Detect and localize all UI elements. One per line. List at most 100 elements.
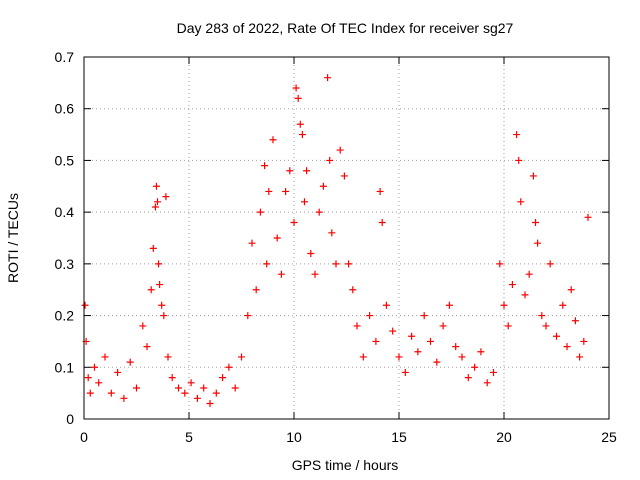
data-point — [149, 244, 157, 252]
data-point — [231, 384, 239, 392]
data-point — [546, 260, 554, 268]
data-point — [359, 353, 367, 361]
data-point — [133, 384, 140, 392]
data-point — [265, 187, 273, 195]
data-point — [496, 260, 504, 268]
data-point — [175, 384, 182, 392]
data-point — [521, 291, 529, 299]
data-point — [107, 389, 115, 397]
data-point — [353, 322, 361, 330]
data-point — [420, 312, 428, 320]
data-point — [401, 368, 409, 376]
data-point — [158, 301, 166, 309]
data-point — [542, 322, 550, 330]
data-point — [244, 312, 252, 320]
data-point — [559, 301, 567, 309]
data-point — [238, 353, 245, 361]
data-point — [164, 353, 172, 361]
data-point — [508, 281, 516, 289]
data-point — [277, 270, 285, 278]
y-axis: 0 0.1 0.2 0.3 0.4 0.5 0.6 0.7 — [55, 49, 609, 427]
data-point — [143, 343, 151, 351]
data-point — [261, 162, 269, 170]
data-point — [366, 312, 374, 320]
data-point — [256, 208, 264, 216]
data-point — [458, 353, 466, 361]
data-point — [91, 363, 98, 371]
plot-frame — [83, 56, 610, 420]
y-tick-label: 0.7 — [55, 49, 75, 65]
data-point — [296, 120, 304, 128]
data-point — [477, 348, 485, 356]
data-point — [86, 389, 94, 397]
grid-lines — [84, 57, 609, 419]
x-tick-label: 0 — [80, 429, 88, 445]
data-point — [326, 156, 334, 164]
x-tick-label: 15 — [391, 429, 407, 445]
data-point — [532, 218, 539, 226]
data-point — [464, 374, 472, 382]
x-axis: 0 5 10 15 20 25 — [80, 57, 617, 445]
data-point — [515, 156, 523, 164]
data-point — [319, 182, 327, 190]
x-tick-label: 10 — [286, 429, 302, 445]
data-point — [490, 368, 497, 376]
data-point — [315, 208, 323, 216]
data-point — [303, 167, 311, 175]
data-point — [212, 389, 220, 397]
data-point — [452, 343, 460, 351]
y-tick-label: 0.6 — [55, 101, 75, 117]
data-point — [160, 312, 168, 320]
data-point — [529, 172, 537, 180]
data-point — [95, 379, 103, 387]
y-tick-label: 0.3 — [55, 256, 75, 272]
data-point — [584, 213, 592, 221]
data-point — [378, 218, 386, 226]
data-point — [513, 131, 521, 139]
data-point — [269, 136, 277, 144]
data-point — [156, 281, 164, 289]
x-axis-label: GPS time / hours — [292, 457, 399, 473]
data-point — [101, 353, 109, 361]
y-tick-label: 0.4 — [55, 204, 75, 220]
data-point — [311, 270, 319, 278]
data-point — [290, 218, 298, 226]
data-point — [445, 301, 453, 309]
data-point — [162, 193, 170, 201]
data-point — [483, 379, 491, 387]
data-point — [427, 337, 434, 345]
data-point — [120, 394, 128, 402]
data-point — [139, 322, 147, 330]
x-tick-label: 20 — [496, 429, 512, 445]
data-point — [345, 260, 353, 268]
data-point — [414, 348, 422, 356]
data-point — [571, 317, 579, 325]
data-point — [152, 182, 160, 190]
data-point — [433, 358, 441, 366]
data-point — [576, 353, 584, 361]
data-point — [200, 384, 208, 392]
data-point — [252, 286, 260, 294]
data-point — [439, 322, 447, 330]
data-point — [525, 270, 533, 278]
data-point — [154, 198, 161, 206]
y-axis-label: ROTI / TECUs — [5, 193, 21, 283]
data-point — [273, 234, 281, 242]
data-point — [206, 399, 214, 407]
data-point — [282, 187, 290, 195]
chart-title: Day 283 of 2022, Rate Of TEC Index for r… — [177, 20, 514, 36]
y-tick-label: 0 — [66, 411, 74, 427]
data-point — [292, 84, 300, 92]
data-point — [349, 286, 357, 294]
data-point — [389, 327, 397, 335]
data-point — [248, 239, 256, 247]
data-point — [155, 260, 163, 268]
data-point — [147, 286, 155, 294]
x-tick-label: 25 — [601, 429, 617, 445]
data-point — [534, 239, 542, 247]
data-point — [395, 353, 403, 361]
data-point — [114, 368, 122, 376]
data-point — [567, 286, 575, 294]
data-point — [298, 131, 306, 139]
